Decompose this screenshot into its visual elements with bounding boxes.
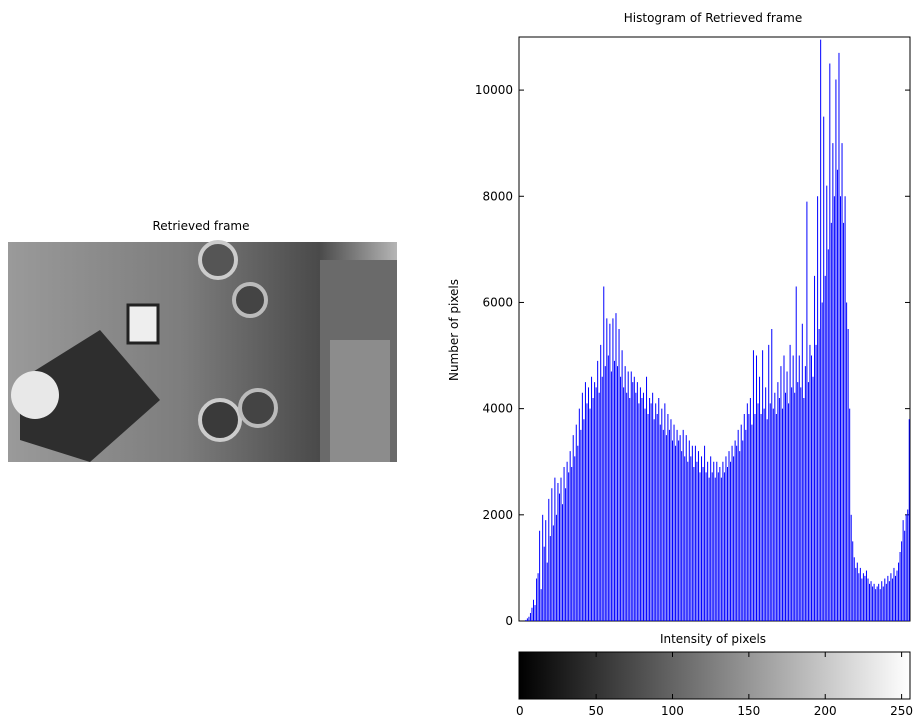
y-tick-label: 0 (505, 614, 513, 628)
x-axis-label: Intensity of pixels (660, 632, 766, 646)
y-axis-label: Number of pixels (447, 279, 461, 381)
x-tick-label: 150 (737, 704, 760, 718)
y-tick-label: 2000 (482, 508, 513, 522)
retrieved-frame-image (8, 240, 397, 462)
x-tick-label: 100 (661, 704, 684, 718)
x-tick-label: 250 (890, 704, 913, 718)
y-tick-label: 10000 (475, 83, 513, 97)
chart-title: Histogram of Retrieved frame (624, 11, 802, 25)
y-tick-label: 4000 (482, 402, 513, 416)
colorbar (518, 651, 911, 700)
y-tick-label: 6000 (482, 295, 513, 309)
x-tick-label: 200 (814, 704, 837, 718)
image-title: Retrieved frame (152, 219, 249, 233)
y-tick-label: 8000 (482, 189, 513, 203)
plot-frame (518, 36, 911, 622)
x-tick-label: 50 (588, 704, 603, 718)
x-tick-label: 0 (516, 704, 524, 718)
